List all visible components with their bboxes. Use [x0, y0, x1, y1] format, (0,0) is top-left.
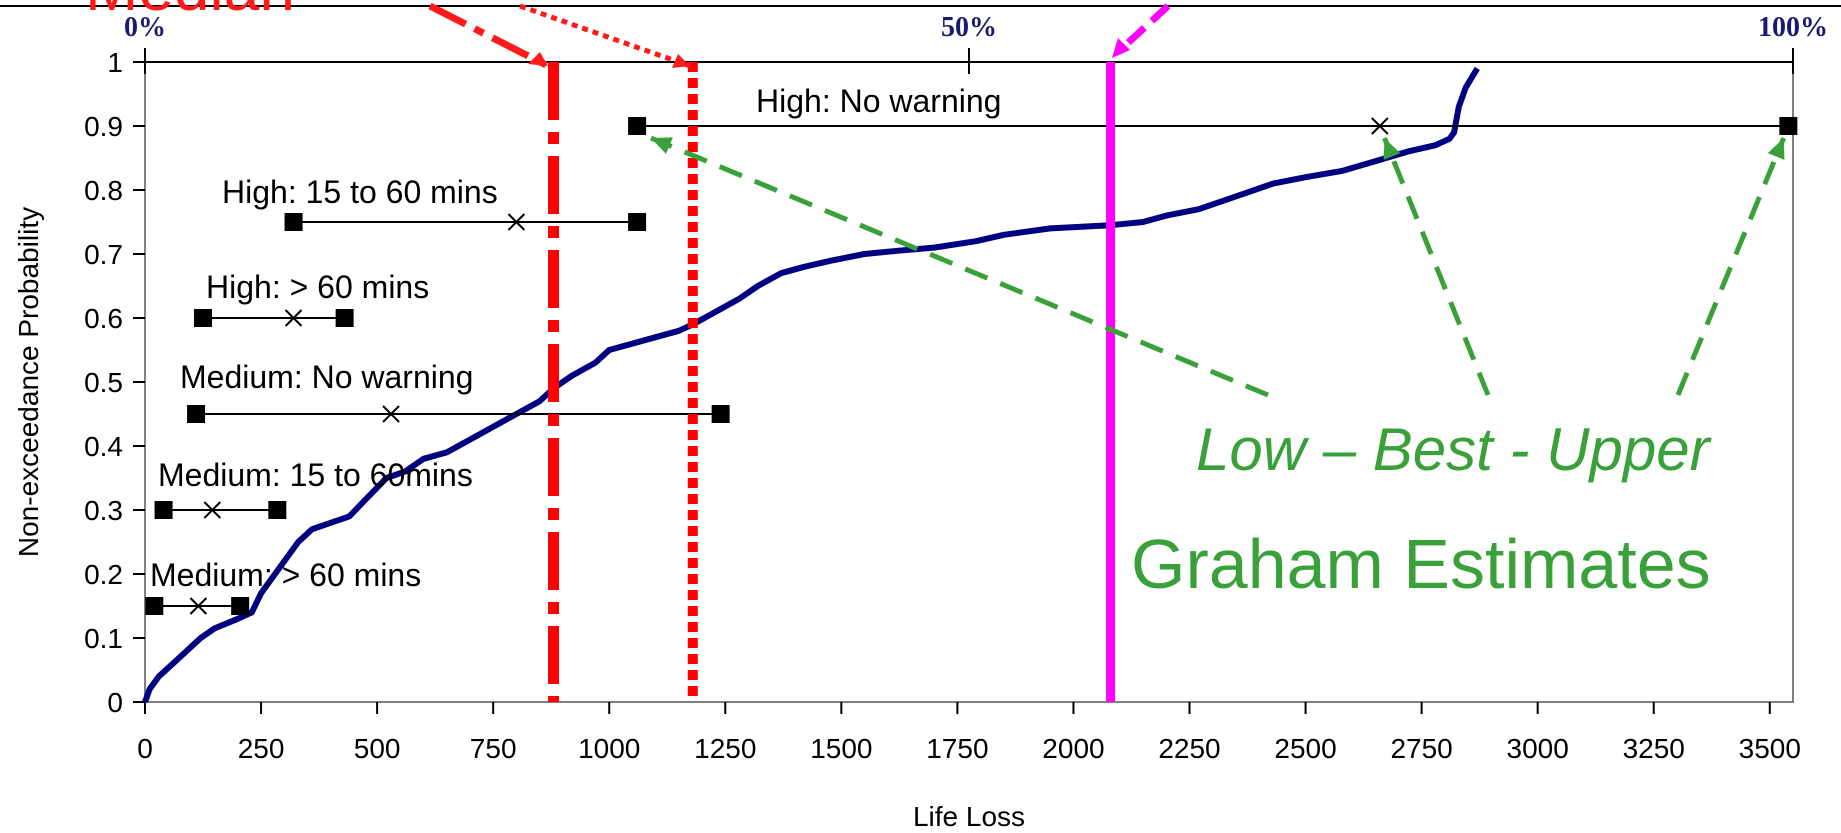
x-tick-label: 0 — [137, 733, 153, 764]
green-arrow-head — [651, 137, 673, 154]
y-tick-label: 0.3 — [84, 495, 123, 526]
y-axis-title: Non-exceedance Probability — [13, 207, 44, 557]
scenario-low-marker — [628, 117, 647, 135]
scenario-upper-marker — [335, 309, 354, 327]
green-arrow-head — [1767, 138, 1785, 160]
estimates-legend-line1: Low – Best - Upper — [1196, 416, 1712, 483]
x-tick-label: 3500 — [1739, 733, 1801, 764]
scenario-low-marker — [194, 309, 213, 327]
cdf-curve — [142, 66, 1480, 704]
y-tick-label: 0.1 — [84, 623, 123, 654]
estimates-legend-line2: Graham Estimates — [1131, 525, 1711, 603]
y-tick-label: 0 — [107, 687, 123, 718]
x-tick-label: 1750 — [926, 733, 988, 764]
top-axis-label: 0% — [124, 12, 166, 43]
median-arrow-2 — [519, 3, 691, 69]
top-axis-label: 100% — [1758, 12, 1828, 43]
y-tick-label: 0.9 — [84, 111, 123, 142]
scenario-low-marker — [284, 213, 303, 231]
scenario-label: High: 15 to 60 mins — [222, 174, 498, 210]
y-tick-label: 0.6 — [84, 303, 123, 334]
scenario-low-marker — [145, 597, 164, 615]
median-annotation: Median — [85, 0, 295, 24]
x-tick-label: 2500 — [1274, 733, 1336, 764]
magenta-arrow-head — [1112, 38, 1130, 58]
green-arrow — [1382, 137, 1491, 396]
x-tick-label: 1500 — [810, 733, 872, 764]
scenario-best-marker — [507, 213, 526, 231]
x-tick-label: 3250 — [1623, 733, 1685, 764]
x-tick-label: 2000 — [1042, 733, 1104, 764]
scenario-upper-marker — [268, 501, 287, 519]
green-arrow-head — [1383, 138, 1401, 160]
y-tick-label: 0.7 — [84, 239, 123, 270]
scenario-label: Medium: > 60 mins — [150, 557, 421, 593]
median-arrow-1-head — [528, 52, 548, 66]
y-tick-label: 0.4 — [84, 431, 123, 462]
median-arrow-2-head — [672, 54, 690, 68]
y-tick-label: 0.8 — [84, 175, 123, 206]
scenario-best-marker — [203, 501, 222, 519]
x-tick-label: 750 — [470, 733, 517, 764]
top-axis-label: 50% — [941, 12, 997, 43]
y-tick-label: 0.5 — [84, 367, 123, 398]
magenta-arrow — [1115, 3, 1171, 55]
scenario-upper-marker — [711, 405, 730, 423]
scenario-best-marker — [382, 405, 400, 423]
x-tick-label: 2250 — [1158, 733, 1220, 764]
scenario-label: Medium: No warning — [180, 359, 473, 395]
x-tick-label: 1250 — [694, 733, 756, 764]
x-tick-label: 250 — [238, 733, 285, 764]
x-tick-label: 1000 — [578, 733, 640, 764]
scenario-upper-marker — [628, 213, 647, 231]
x-tick-label: 3000 — [1507, 733, 1569, 764]
scenario-label: High: No warning — [756, 83, 1001, 119]
green-arrow — [1675, 137, 1787, 396]
plot-area — [144, 61, 1794, 703]
x-tick-label: 2750 — [1390, 733, 1452, 764]
y-tick-label: 0.2 — [84, 559, 123, 590]
scenario-best-marker — [284, 309, 303, 327]
scenario-label: High: > 60 mins — [206, 269, 429, 305]
median-arrow-1 — [428, 2, 550, 70]
x-tick-label: 500 — [354, 733, 401, 764]
scenario-upper-marker — [231, 597, 250, 615]
scenario-upper-marker — [1779, 117, 1798, 135]
y-tick-label: 1 — [107, 47, 123, 78]
x-axis-title: Life Loss — [913, 801, 1025, 832]
scenario-best-marker — [1371, 117, 1389, 135]
scenario-low-marker — [187, 405, 206, 423]
scenario-low-marker — [154, 501, 173, 519]
scenario-best-marker — [189, 597, 208, 615]
scenario-label: Medium: 15 to 60mins — [158, 457, 473, 493]
